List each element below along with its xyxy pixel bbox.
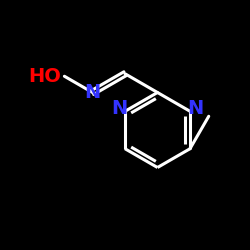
Text: N: N [84, 83, 101, 102]
Text: N: N [187, 98, 204, 118]
Text: HO: HO [28, 67, 61, 86]
Text: N: N [112, 98, 128, 118]
